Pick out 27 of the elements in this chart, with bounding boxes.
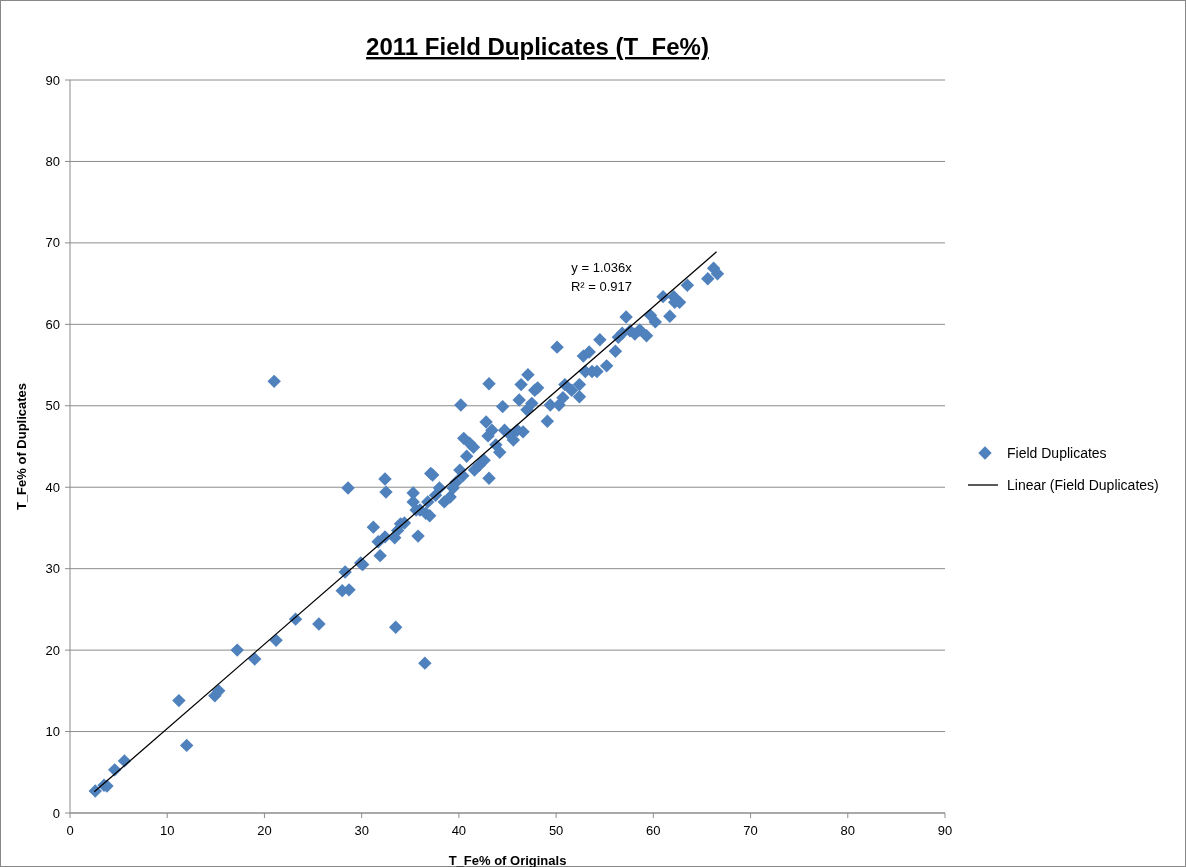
- y-tick-label: 30: [45, 561, 60, 577]
- y-tick-label: 50: [45, 398, 60, 414]
- x-tick-label: 70: [743, 823, 758, 838]
- x-tick-label: 50: [548, 823, 564, 838]
- x-axis-title: T_Fe% of Originals: [448, 853, 567, 867]
- y-tick-label: 10: [45, 724, 60, 740]
- x-tick-label: 80: [840, 823, 856, 838]
- y-tick-label: 90: [45, 72, 60, 88]
- y-tick-label: 40: [45, 479, 60, 495]
- y-tick-label: 80: [45, 153, 60, 169]
- legend-label: Field Duplicates: [1007, 444, 1107, 461]
- y-axis-title: T_Fe% of Duplicates: [14, 382, 29, 511]
- legend-label: Linear (Field Duplicates): [1007, 476, 1159, 493]
- annotation: R² = 0.917: [570, 278, 633, 294]
- x-tick-label: 40: [451, 823, 467, 838]
- annotation: y = 1.036x: [571, 259, 633, 275]
- y-tick-label: 20: [45, 642, 60, 658]
- x-tick-label: 0: [66, 823, 74, 838]
- y-tick-label: 0: [52, 805, 60, 821]
- y-tick-label: 60: [45, 316, 60, 332]
- x-tick-label: 60: [646, 823, 661, 838]
- chart-title: 2011 Field Duplicates (T_Fe%): [366, 33, 709, 60]
- y-tick-label: 70: [45, 235, 60, 251]
- x-tick-label: 90: [937, 823, 953, 838]
- x-tick-label: 30: [354, 823, 369, 838]
- x-tick-label: 20: [257, 823, 272, 838]
- x-tick-label: 10: [159, 823, 175, 838]
